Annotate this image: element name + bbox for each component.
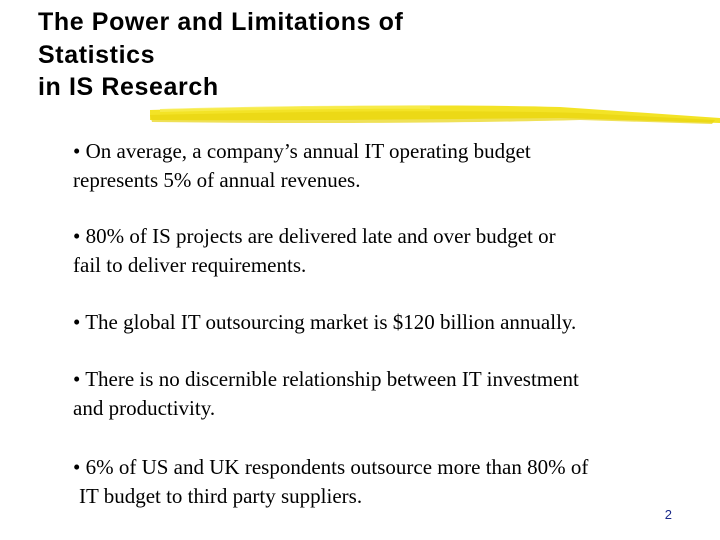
bullet-line: • 6% of US and UK respondents outsource … xyxy=(73,455,589,479)
slide-title-line-1: The Power and Limitations of xyxy=(38,8,404,36)
title-underline-brushstroke xyxy=(150,105,720,124)
slide-title: The Power and Limitations of Statistics … xyxy=(38,6,598,104)
bullet-item: • 6% of US and UK respondents outsource … xyxy=(73,453,693,511)
bullet-line: IT budget to third party suppliers. xyxy=(79,484,363,508)
bullet-item: • The global IT outsourcing market is $1… xyxy=(73,308,693,337)
slide-title-line-2: Statistics xyxy=(38,40,156,69)
bullet-line: represents 5% of annual revenues. xyxy=(73,168,361,192)
bullet-line: and productivity. xyxy=(73,396,216,420)
bullet-line: fail to deliver requirements. xyxy=(73,253,307,277)
bullet-line: • On average, a company’s annual IT oper… xyxy=(73,139,531,163)
bullet-line: • There is no discernible relationship b… xyxy=(73,367,579,391)
bullet-line: • 80% of IS projects are delivered late … xyxy=(73,224,556,248)
bullet-item: • There is no discernible relationship b… xyxy=(73,365,693,423)
slide-title-line-3: in IS Research xyxy=(38,73,219,101)
bullet-item: • On average, a company’s annual IT oper… xyxy=(73,137,693,195)
bullet-line: • The global IT outsourcing market is $1… xyxy=(73,310,577,334)
page-number: 2 xyxy=(664,507,672,522)
bullet-item: • 80% of IS projects are delivered late … xyxy=(73,222,693,280)
